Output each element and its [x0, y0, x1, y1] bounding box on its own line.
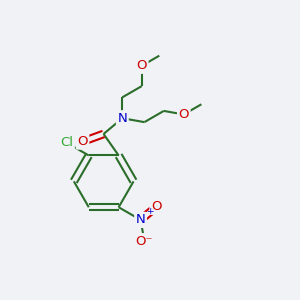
Text: O: O: [136, 59, 147, 72]
Text: N: N: [118, 112, 127, 125]
Text: Cl: Cl: [60, 136, 73, 149]
Text: O: O: [151, 200, 161, 213]
Text: +: +: [146, 207, 154, 216]
Text: O: O: [178, 108, 189, 121]
Text: O⁻: O⁻: [136, 235, 153, 248]
Text: O: O: [77, 135, 88, 148]
Text: N: N: [136, 213, 146, 226]
